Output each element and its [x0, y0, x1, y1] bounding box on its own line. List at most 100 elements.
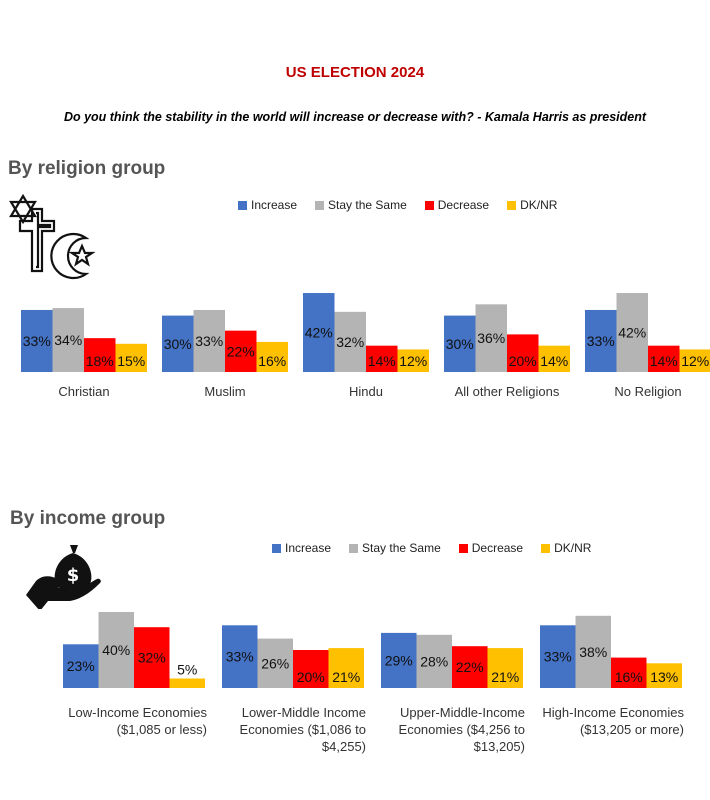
category-label: ($1,085 or less) — [117, 722, 207, 737]
bar-decrease — [452, 646, 488, 688]
bar-dk-nr — [679, 349, 710, 372]
legend-item-increase: Increase — [272, 541, 331, 555]
bar-decrease — [225, 330, 257, 372]
category-label: $13,205) — [474, 739, 525, 754]
data-label: 14% — [650, 353, 678, 369]
data-label: 36% — [477, 330, 505, 346]
bar-increase — [381, 632, 417, 688]
legend-label: Decrease — [437, 198, 490, 212]
bar-decrease — [84, 338, 116, 372]
legend-item-decrease: Decrease — [424, 198, 490, 212]
data-label: 13% — [650, 669, 678, 685]
data-label: 28% — [420, 653, 448, 669]
data-label: 18% — [86, 353, 114, 369]
bar-increase — [585, 309, 617, 372]
bar-group: 42%32%14% 12% Hindu — [303, 293, 429, 399]
category-label: No Religion — [614, 384, 681, 399]
data-label: 30% — [446, 336, 474, 352]
data-label: 20% — [297, 669, 325, 685]
chart-title: US ELECTION 2024 — [285, 64, 425, 81]
bar-decrease — [611, 657, 647, 688]
data-label: 29% — [385, 652, 413, 668]
legend-item-decrease: Decrease — [458, 541, 523, 555]
bar-increase — [444, 315, 476, 372]
bar-stay-the-same — [616, 293, 648, 372]
legend-item-dknr: DK/NR — [507, 198, 557, 212]
data-label: 12% — [681, 353, 709, 369]
bar-increase — [21, 309, 53, 372]
data-label: 22% — [227, 343, 255, 359]
bar-stay-the-same — [475, 304, 507, 372]
bar-group: 33% 34%18% 15% Christian — [21, 308, 147, 399]
bar-group: 33% 38% 16% 13% High-Income Economies ($13,20… — [540, 615, 684, 737]
legend-label: Stay the Same — [328, 198, 407, 212]
data-label: 42% — [618, 325, 646, 341]
data-label: 16% — [615, 669, 643, 685]
bar-decrease — [648, 345, 680, 372]
bar-group: 29% 28% 22% 21% Upper-Middle-Income Economies… — [381, 632, 525, 754]
data-label: 33% — [23, 333, 51, 349]
bar-group: 33% 26% 20% 21% Lower-Middle Income Economies… — [222, 625, 366, 754]
bar-stay-the-same — [52, 308, 84, 372]
data-label: 30% — [164, 336, 192, 352]
category-label: Upper-Middle-Income — [400, 705, 525, 720]
category-label: Economies ($4,256 to — [399, 722, 525, 737]
bar-dk-nr — [115, 343, 147, 372]
bar-dk-nr — [169, 678, 205, 688]
money-bag-hand-icon: $ — [26, 545, 101, 609]
bar-dk-nr — [256, 341, 288, 372]
legend-swatch — [424, 200, 434, 210]
legend-label: DK/NR — [554, 541, 592, 555]
legend-swatch — [315, 200, 325, 210]
legend-label: DK/NR — [520, 198, 558, 212]
legend-label: Increase — [285, 541, 332, 555]
category-label: $4,255) — [322, 739, 366, 754]
data-label: 33% — [587, 333, 615, 349]
bar-dk-nr — [646, 663, 682, 688]
category-label: All other Religions — [455, 384, 560, 399]
legend-label: Stay the Same — [362, 541, 441, 555]
data-label: 15% — [117, 353, 145, 369]
chart-subtitle: Do you think the stability in the world … — [63, 110, 647, 124]
legend-swatch — [238, 200, 247, 210]
legend-swatch — [458, 543, 468, 553]
religion-symbols-icon — [9, 193, 96, 280]
bar-group: 23% 40% 32% 5% Low-Income Economies ($1,085 o… — [63, 612, 207, 737]
legend-swatch — [349, 543, 359, 553]
data-label: 42% — [305, 325, 333, 341]
income-legend: Increase Stay the Same Decrease DK/NR — [272, 541, 591, 555]
data-label: 23% — [67, 658, 95, 674]
bar-decrease — [507, 334, 539, 372]
bar-increase — [162, 315, 194, 372]
category-label: Economies ($1,086 to — [240, 722, 366, 737]
legend-swatch — [272, 543, 281, 553]
bar-dk-nr — [538, 345, 570, 372]
legend-item-dknr: DK/NR — [541, 541, 591, 555]
bar-group: 30% 33%22%16% Muslim — [162, 309, 288, 399]
bar-increase — [222, 625, 258, 688]
religion-legend: Increase Stay the Same Decrease DK/NR — [238, 198, 557, 212]
data-label: 16% — [258, 353, 286, 369]
bar-stay-the-same — [257, 638, 293, 688]
svg-text:$: $ — [67, 565, 80, 586]
data-label: 40% — [102, 642, 130, 658]
legend-item-stay: Stay the Same — [315, 198, 407, 212]
data-label: 34% — [54, 332, 82, 348]
legend-item-stay: Stay the Same — [349, 541, 441, 555]
category-label: Christian — [58, 384, 109, 399]
data-label: 12% — [399, 353, 427, 369]
income-section-heading: By income group — [10, 508, 166, 529]
bar-decrease — [134, 627, 170, 688]
data-label: 26% — [261, 655, 289, 671]
data-label: 22% — [456, 659, 484, 675]
category-label: Hindu — [349, 384, 383, 399]
bar-decrease — [293, 650, 329, 688]
category-label: High-Income Economies — [542, 705, 684, 720]
data-label: 14% — [368, 353, 396, 369]
bar-stay-the-same — [193, 309, 225, 372]
data-label: 32% — [138, 650, 166, 666]
bar-dk-nr — [328, 648, 364, 688]
bar-stay-the-same — [334, 311, 366, 372]
legend-swatch — [507, 200, 517, 210]
